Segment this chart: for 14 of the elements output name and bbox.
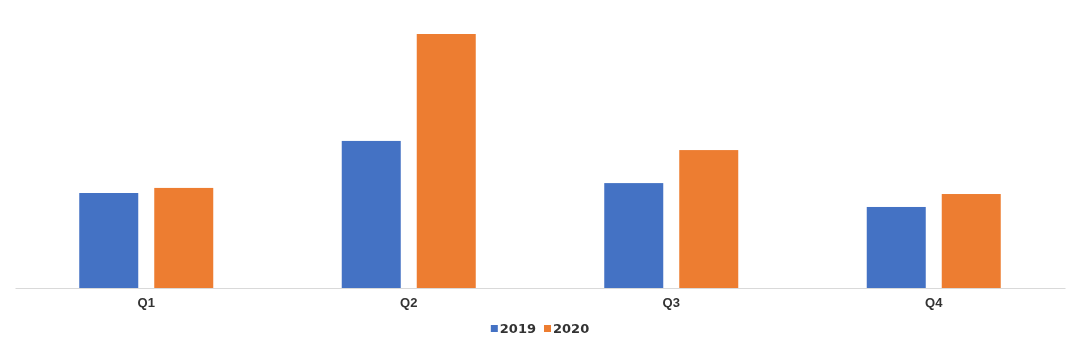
x-tick-label: Q2 <box>400 295 418 311</box>
bar <box>604 183 664 288</box>
bar <box>866 206 926 288</box>
bar <box>154 187 214 288</box>
bar <box>79 193 139 288</box>
x-tick-label: Q3 <box>662 295 680 311</box>
bar <box>416 34 476 288</box>
x-tick-label: Q1 <box>137 295 155 311</box>
x-tick-label: Q4 <box>925 295 944 311</box>
bar <box>941 194 1001 288</box>
bar <box>341 140 401 288</box>
legend-label: 2019 <box>499 321 536 336</box>
legend-label: 2020 <box>553 321 590 336</box>
bar <box>679 150 739 288</box>
